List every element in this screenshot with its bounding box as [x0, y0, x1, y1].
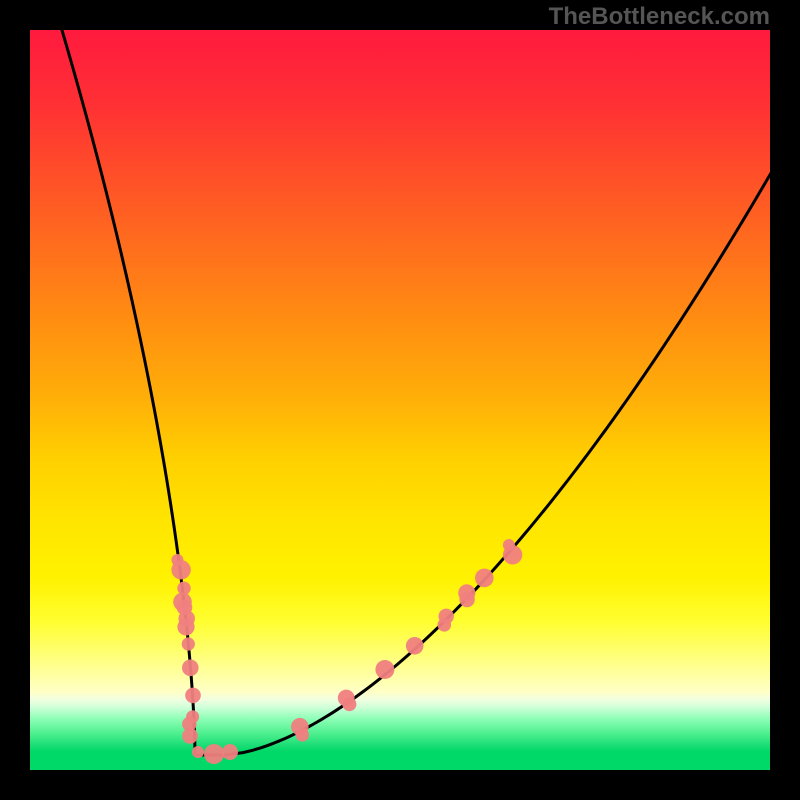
- data-point: [459, 592, 474, 607]
- data-point: [503, 545, 522, 564]
- data-point: [342, 697, 356, 711]
- data-point: [192, 746, 204, 758]
- data-point: [177, 618, 194, 635]
- data-point: [406, 637, 424, 655]
- data-point: [375, 660, 394, 679]
- data-point: [204, 744, 224, 764]
- data-point: [171, 560, 190, 579]
- data-point: [182, 637, 195, 650]
- data-point: [185, 688, 201, 704]
- data-point: [182, 728, 198, 744]
- data-point: [296, 728, 309, 741]
- data-point: [222, 744, 238, 760]
- watermark-text: TheBottleneck.com: [549, 3, 770, 30]
- data-point: [438, 618, 452, 632]
- data-point: [182, 660, 199, 677]
- bottleneck-chart: TheBottleneck.com: [0, 0, 800, 800]
- data-point: [475, 569, 494, 588]
- gradient-background: [30, 30, 770, 770]
